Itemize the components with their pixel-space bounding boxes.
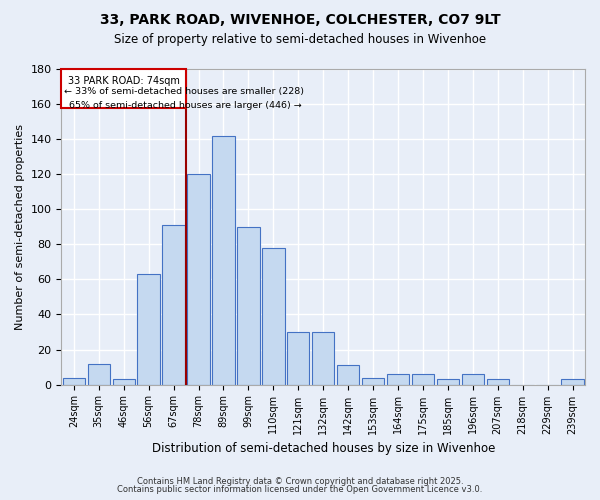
Text: Contains public sector information licensed under the Open Government Licence v3: Contains public sector information licen… xyxy=(118,485,482,494)
Bar xyxy=(461,374,484,384)
Bar xyxy=(163,225,185,384)
Bar xyxy=(62,378,85,384)
Bar xyxy=(187,174,210,384)
Bar xyxy=(412,374,434,384)
Bar xyxy=(337,366,359,384)
Bar xyxy=(362,378,384,384)
Text: 33, PARK ROAD, WIVENHOE, COLCHESTER, CO7 9LT: 33, PARK ROAD, WIVENHOE, COLCHESTER, CO7… xyxy=(100,12,500,26)
X-axis label: Distribution of semi-detached houses by size in Wivenhoe: Distribution of semi-detached houses by … xyxy=(152,442,495,455)
FancyBboxPatch shape xyxy=(61,69,186,108)
Bar xyxy=(287,332,310,384)
Bar xyxy=(437,380,459,384)
Bar xyxy=(212,136,235,384)
Text: 65% of semi-detached houses are larger (446) →: 65% of semi-detached houses are larger (… xyxy=(69,100,302,110)
Text: ← 33% of semi-detached houses are smaller (228): ← 33% of semi-detached houses are smalle… xyxy=(64,88,304,96)
Bar xyxy=(88,364,110,384)
Text: Contains HM Land Registry data © Crown copyright and database right 2025.: Contains HM Land Registry data © Crown c… xyxy=(137,477,463,486)
Bar xyxy=(137,274,160,384)
Bar xyxy=(113,380,135,384)
Bar xyxy=(262,248,284,384)
Text: Size of property relative to semi-detached houses in Wivenhoe: Size of property relative to semi-detach… xyxy=(114,32,486,46)
Text: 33 PARK ROAD: 74sqm: 33 PARK ROAD: 74sqm xyxy=(68,76,179,86)
Bar xyxy=(487,380,509,384)
Bar xyxy=(562,380,584,384)
Bar xyxy=(387,374,409,384)
Y-axis label: Number of semi-detached properties: Number of semi-detached properties xyxy=(15,124,25,330)
Bar xyxy=(312,332,334,384)
Bar xyxy=(237,227,260,384)
